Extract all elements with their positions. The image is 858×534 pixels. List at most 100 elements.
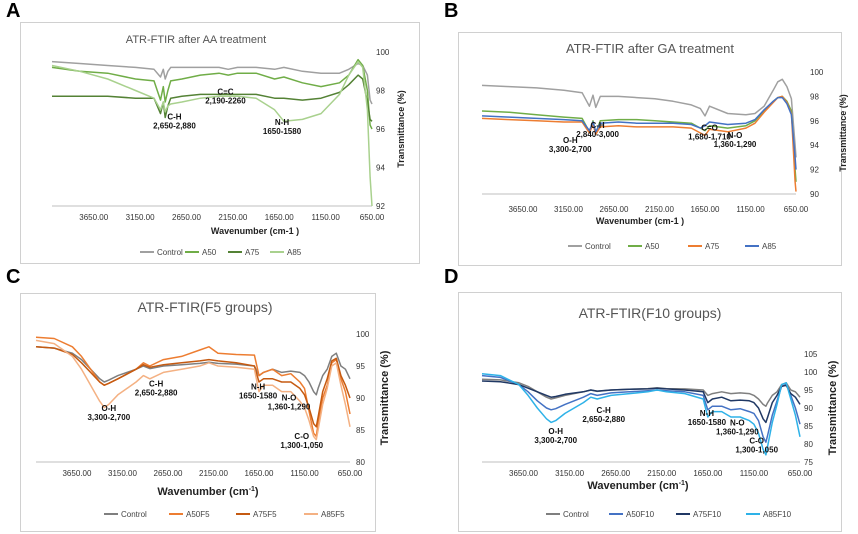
x-axis-label-text: Wavenumber (cm-1 ) xyxy=(211,226,299,236)
chart-title: ATR-FTIR after GA treatment xyxy=(566,41,734,56)
legend-label: A75F10 xyxy=(693,510,722,519)
series-line-a85f10 xyxy=(481,373,801,456)
peak-annotation-line: N-H xyxy=(251,383,265,392)
peak-annotation-line: O-H xyxy=(563,136,578,145)
x-tick-label: 1150.00 xyxy=(736,205,765,214)
y-axis-label: Transmittance (%) xyxy=(379,350,391,445)
peak-annotation: C-H2,650-2,880 xyxy=(135,379,178,397)
y-tick-label: 94 xyxy=(810,141,819,150)
peak-annotation: N-O1,360-1,290 xyxy=(268,394,311,412)
peak-annotation: C≡C2,190-2260 xyxy=(205,87,246,105)
y-tick-label: 80 xyxy=(804,440,813,449)
y-tick-label: 94 xyxy=(376,164,385,173)
chart-3: ATR-FTIR(F10 groups) 3650.00 3150.00 2650.0… xyxy=(481,305,839,519)
x-tick-label: 3650.00 xyxy=(508,205,537,214)
peak-annotation-line: 3,300-2,700 xyxy=(87,413,130,422)
peak-annotation-line: C-O xyxy=(294,432,309,441)
peak-annotation-line: C-O xyxy=(749,436,764,445)
peak-annotation-line: 2,190-2260 xyxy=(205,96,246,105)
chart-panel-c xyxy=(20,293,376,532)
x-tick-label: 2150.00 xyxy=(218,213,247,222)
y-axis-label: Transmittance (%) xyxy=(838,94,848,172)
y-tick-label: 75 xyxy=(804,458,813,467)
x-tick-label: 650.00 xyxy=(338,469,363,478)
y-tick-label: 96 xyxy=(810,117,819,126)
y-tick-label: 100 xyxy=(810,68,824,77)
peak-annotation: C-H2,840-3,000 xyxy=(576,121,619,139)
peak-annotation-line: C=O xyxy=(701,124,718,133)
legend-label: Control xyxy=(157,248,183,257)
legend-label: A85F10 xyxy=(763,510,792,519)
series-line-a75f5 xyxy=(35,346,351,428)
x-tick-label: 3650.00 xyxy=(79,213,108,222)
series-line-a50f10 xyxy=(481,374,801,443)
chart-panel-b xyxy=(458,32,842,266)
panel-letter-d: D xyxy=(444,266,459,288)
legend-label: A85 xyxy=(762,242,777,251)
x-tick-label: 2650.00 xyxy=(600,205,629,214)
x-tick-label: 1150.00 xyxy=(290,469,319,478)
y-tick-label: 100 xyxy=(356,330,370,339)
x-axis-label-end: ) xyxy=(685,480,689,492)
peak-annotation-line: 1,300-1,050 xyxy=(280,441,323,450)
chart-0: ATR-FTIR after AA treatment 3650.00 3150.0… xyxy=(51,34,406,257)
y-tick-label: 92 xyxy=(376,202,385,211)
peak-annotation-line: C-H xyxy=(149,379,163,388)
x-tick-label: 2650.00 xyxy=(172,213,201,222)
peak-annotation: N-O1,360-1,290 xyxy=(716,418,759,436)
y-tick-label: 100 xyxy=(376,48,390,57)
peak-annotation: C-H2,650-2,880 xyxy=(153,112,196,130)
x-axis-label-superscript: -1 xyxy=(679,480,685,487)
peak-annotation-line: O-H xyxy=(101,404,116,413)
y-tick-label: 90 xyxy=(810,190,819,199)
peak-annotation-line: C≡C xyxy=(217,87,233,96)
y-tick-label: 98 xyxy=(810,92,819,101)
y-tick-label: 92 xyxy=(810,166,819,175)
legend-label: A50 xyxy=(645,242,660,251)
peak-annotation: O-H3,300-2,700 xyxy=(87,404,130,422)
chart-title: ATR-FTIR(F5 groups) xyxy=(137,299,272,315)
legend-label: A50 xyxy=(202,248,217,257)
peak-annotation-line: 1,360-1,290 xyxy=(716,427,759,436)
x-tick-label: 3150.00 xyxy=(555,469,584,478)
peak-annotation-line: 2,650-2,880 xyxy=(135,388,178,397)
series-line-control xyxy=(481,378,801,407)
x-tick-label: 2650.00 xyxy=(601,469,630,478)
x-tick-label: 650.00 xyxy=(784,205,809,214)
peak-annotation-line: 1650-1580 xyxy=(263,127,302,136)
x-axis-label: Wavenumber (cm-1 ) xyxy=(211,226,299,236)
x-tick-label: 650.00 xyxy=(360,213,385,222)
peak-annotation: C-H2,650-2,880 xyxy=(582,406,625,424)
peak-annotation: C-O1,300-1,050 xyxy=(735,436,778,454)
x-tick-label: 2150.00 xyxy=(647,469,676,478)
panel-letter-b: B xyxy=(444,0,459,22)
legend-label: A85F5 xyxy=(321,510,345,519)
peak-annotation: O-H3,300-2,700 xyxy=(534,427,577,445)
peak-annotation-line: 1,360-1,290 xyxy=(268,403,311,412)
y-tick-label: 90 xyxy=(804,404,813,413)
peak-annotation-line: 1,300-1,050 xyxy=(735,445,778,454)
chart-title: ATR-FTIR(F10 groups) xyxy=(579,305,722,321)
y-axis-label: Transmittance (%) xyxy=(827,360,839,455)
x-tick-label: 1150.00 xyxy=(740,469,769,478)
legend-label: A75 xyxy=(245,248,260,257)
peak-annotation-line: 2,650-2,880 xyxy=(153,121,196,130)
peak-annotation-line: 1,360-1,290 xyxy=(714,140,757,149)
y-tick-label: 90 xyxy=(356,394,365,403)
legend-label: A85 xyxy=(287,248,302,257)
peak-annotation: C=O1,680-1,710 xyxy=(688,124,731,142)
peak-annotation-line: N-H xyxy=(275,118,289,127)
x-tick-label: 1150.00 xyxy=(311,213,340,222)
peak-annotation-line: 1650-1580 xyxy=(239,392,278,401)
panel-letter-c: C xyxy=(6,266,21,288)
y-tick-label: 100 xyxy=(804,368,818,377)
peak-annotation-line: 3,300-2,700 xyxy=(534,436,577,445)
peak-annotation-line: 2,650-2,880 xyxy=(582,415,625,424)
x-axis-label-text: Wavenumber (cm-1 ) xyxy=(596,216,684,226)
x-axis-label-text: Wavenumber (cm xyxy=(157,486,249,498)
peak-annotation-line: 1,680-1,710 xyxy=(688,133,731,142)
x-tick-label: 2650.00 xyxy=(154,469,183,478)
x-tick-label: 2150.00 xyxy=(199,469,228,478)
